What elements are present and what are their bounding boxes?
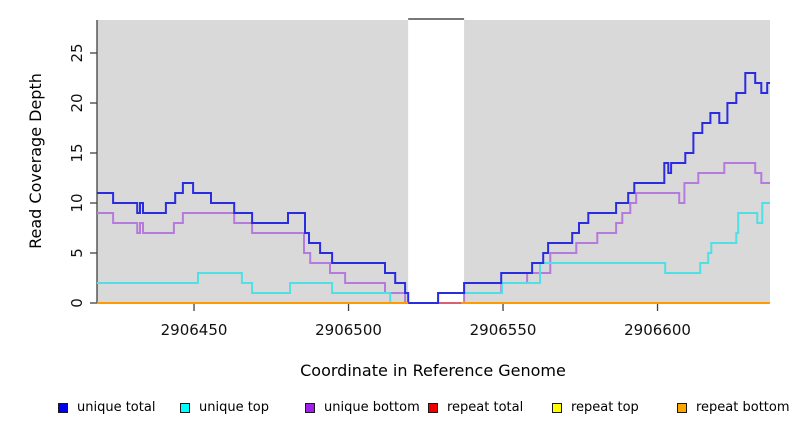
coverage-plot: 0 5 10 15 20 25 2906450 2906500 2906550 2906600 xyxy=(68,18,770,339)
legend-swatch-icon xyxy=(677,402,687,413)
legend-item-unique-bottom: unique bottom xyxy=(305,400,420,415)
x-axis: 2906450 2906500 2906550 2906600 xyxy=(161,304,691,339)
x-axis-title: Coordinate in Reference Genome xyxy=(300,361,566,380)
masked-region xyxy=(408,20,465,303)
legend-label: unique bottom xyxy=(324,400,420,415)
x-tick-label: 2906500 xyxy=(315,321,382,339)
y-tick-label: 20 xyxy=(68,93,86,112)
y-axis: 0 5 10 15 20 25 xyxy=(68,20,98,308)
legend-item-repeat-bottom: repeat bottom xyxy=(677,400,790,415)
series-unique-top xyxy=(97,202,770,304)
x-tick-label: 2906550 xyxy=(470,321,537,339)
legend-swatch-icon xyxy=(180,402,190,413)
x-tick-label: 2906450 xyxy=(161,321,228,339)
legend-label: unique total xyxy=(77,400,156,415)
legend-swatch-icon xyxy=(552,402,562,413)
legend-item-repeat-top: repeat top xyxy=(552,400,639,415)
legend-item-unique-total: unique total xyxy=(58,400,155,415)
legend-label: unique top xyxy=(199,400,270,415)
legend-swatch-icon xyxy=(428,402,438,413)
legend-label: repeat top xyxy=(571,400,639,415)
legend-item-unique-top: unique top xyxy=(180,400,269,415)
y-tick-label: 15 xyxy=(68,143,86,162)
series-unique-total xyxy=(97,72,770,304)
legend-item-repeat-total: repeat total xyxy=(428,400,523,415)
legend-swatch-icon xyxy=(305,402,315,413)
y-tick-label: 10 xyxy=(68,193,86,212)
legend-swatch-icon xyxy=(58,402,68,413)
legend-label: repeat bottom xyxy=(696,400,790,415)
y-axis-title: Read Coverage Depth xyxy=(26,73,45,249)
legend-label: repeat total xyxy=(447,400,524,415)
y-tick-label: 5 xyxy=(68,248,86,258)
x-tick-label: 2906600 xyxy=(624,321,691,339)
y-tick-label: 25 xyxy=(68,43,86,62)
y-tick-label: 0 xyxy=(68,298,86,308)
